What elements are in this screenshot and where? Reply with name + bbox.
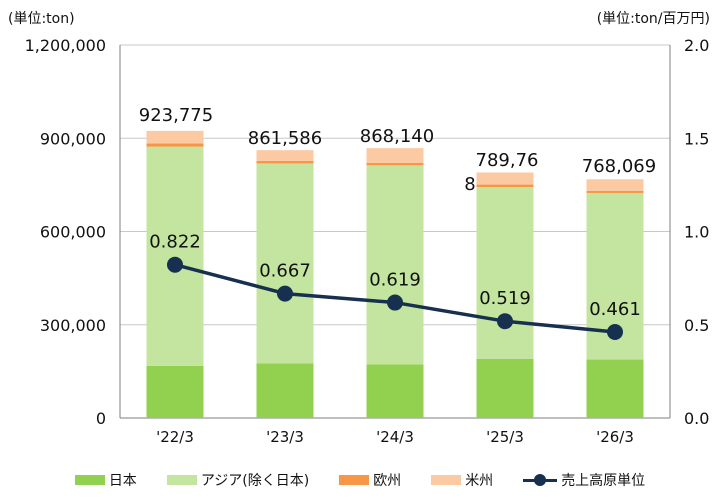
legend-label-america: 米州 xyxy=(465,473,494,489)
total-label-3-wrap: 8 xyxy=(464,174,475,195)
right-tick-label-0: 0.0 xyxy=(684,409,709,428)
right-tick-label-2: 1.0 xyxy=(684,223,709,242)
unit-point-0 xyxy=(167,256,183,273)
left-tick-label-0: 0 xyxy=(96,409,106,428)
bar-japan-3 xyxy=(476,358,534,418)
bar-america-1 xyxy=(256,150,314,161)
bar-america-3 xyxy=(476,172,534,185)
total-label-2: 868,140 xyxy=(360,126,434,147)
unit-point-3 xyxy=(497,313,513,330)
legend-item-asia: アジア(除く日本) xyxy=(166,470,310,490)
right-tick-label-1: 0.5 xyxy=(684,316,709,335)
legend-item-europe: 欧州 xyxy=(339,470,401,490)
left-tick-label-1: 300,000 xyxy=(40,316,106,335)
bar-america-4 xyxy=(586,179,644,191)
bar-asia-3 xyxy=(476,187,534,359)
legend-swatch-europe xyxy=(339,475,370,485)
bar-asia-2 xyxy=(366,165,424,365)
bar-europe-2 xyxy=(366,162,424,166)
right-axis-unit-label: (単位:ton/百万円) xyxy=(596,11,710,27)
left-tick-label-4: 1,200,000 xyxy=(25,36,106,55)
legend-label-europe: 欧州 xyxy=(373,473,402,489)
total-label-3: 789,76 xyxy=(476,150,539,171)
bar-japan-1 xyxy=(256,363,314,418)
unit-point-2 xyxy=(387,294,403,311)
legend-swatch-unit-line xyxy=(523,474,558,486)
left-axis-unit-label: (単位:ton) xyxy=(8,11,75,27)
legend-swatch-america xyxy=(431,475,462,485)
bar-japan-4 xyxy=(586,359,644,418)
x-tick-label-4: '26/3 xyxy=(596,428,634,446)
bar-america-0 xyxy=(146,130,204,144)
x-tick-label-0: '22/3 xyxy=(156,428,194,446)
unit-label-4: 0.461 xyxy=(589,299,641,320)
bar-japan-2 xyxy=(366,364,424,418)
unit-label-3: 0.519 xyxy=(479,288,531,309)
unit-label-1: 0.667 xyxy=(259,261,311,282)
unit-label-2: 0.619 xyxy=(369,270,421,291)
bar-europe-3 xyxy=(476,184,534,188)
left-tick-label-3: 900,000 xyxy=(40,129,106,148)
bar-america-2 xyxy=(366,148,424,163)
x-tick-label-2: '24/3 xyxy=(376,428,414,446)
legend-swatch-japan xyxy=(74,475,105,485)
legend-label-asia: アジア(除く日本) xyxy=(200,473,310,489)
unit-point-1 xyxy=(277,285,293,302)
legend-item-japan: 日本 xyxy=(74,470,137,490)
total-label-0: 923,775 xyxy=(139,105,213,126)
total-label-4: 768,069 xyxy=(582,156,656,177)
left-tick-label-2: 600,000 xyxy=(40,223,106,242)
right-tick-label-3: 1.5 xyxy=(684,129,709,148)
x-tick-label-3: '25/3 xyxy=(486,428,524,446)
legend-swatch-asia xyxy=(166,475,197,485)
legend-label-unit: 売上高原単位 xyxy=(561,473,646,489)
legend: 日本 アジア(除く日本) 欧州 米州 売上高原単位 xyxy=(0,470,720,490)
total-label-1: 861,586 xyxy=(248,128,322,149)
x-tick-label-1: '23/3 xyxy=(266,428,304,446)
legend-item-america: 米州 xyxy=(431,470,493,490)
right-tick-label-4: 2.0 xyxy=(684,36,709,55)
bar-asia-0 xyxy=(146,146,204,366)
bar-europe-4 xyxy=(586,190,644,193)
bar-japan-0 xyxy=(146,365,204,418)
bar-europe-1 xyxy=(256,160,314,164)
legend-label-japan: 日本 xyxy=(108,473,137,489)
unit-point-4 xyxy=(607,324,623,341)
bar-asia-1 xyxy=(256,163,314,364)
unit-label-0: 0.822 xyxy=(149,232,201,253)
bar-europe-0 xyxy=(146,143,204,147)
legend-item-unit: 売上高原単位 xyxy=(523,470,645,490)
